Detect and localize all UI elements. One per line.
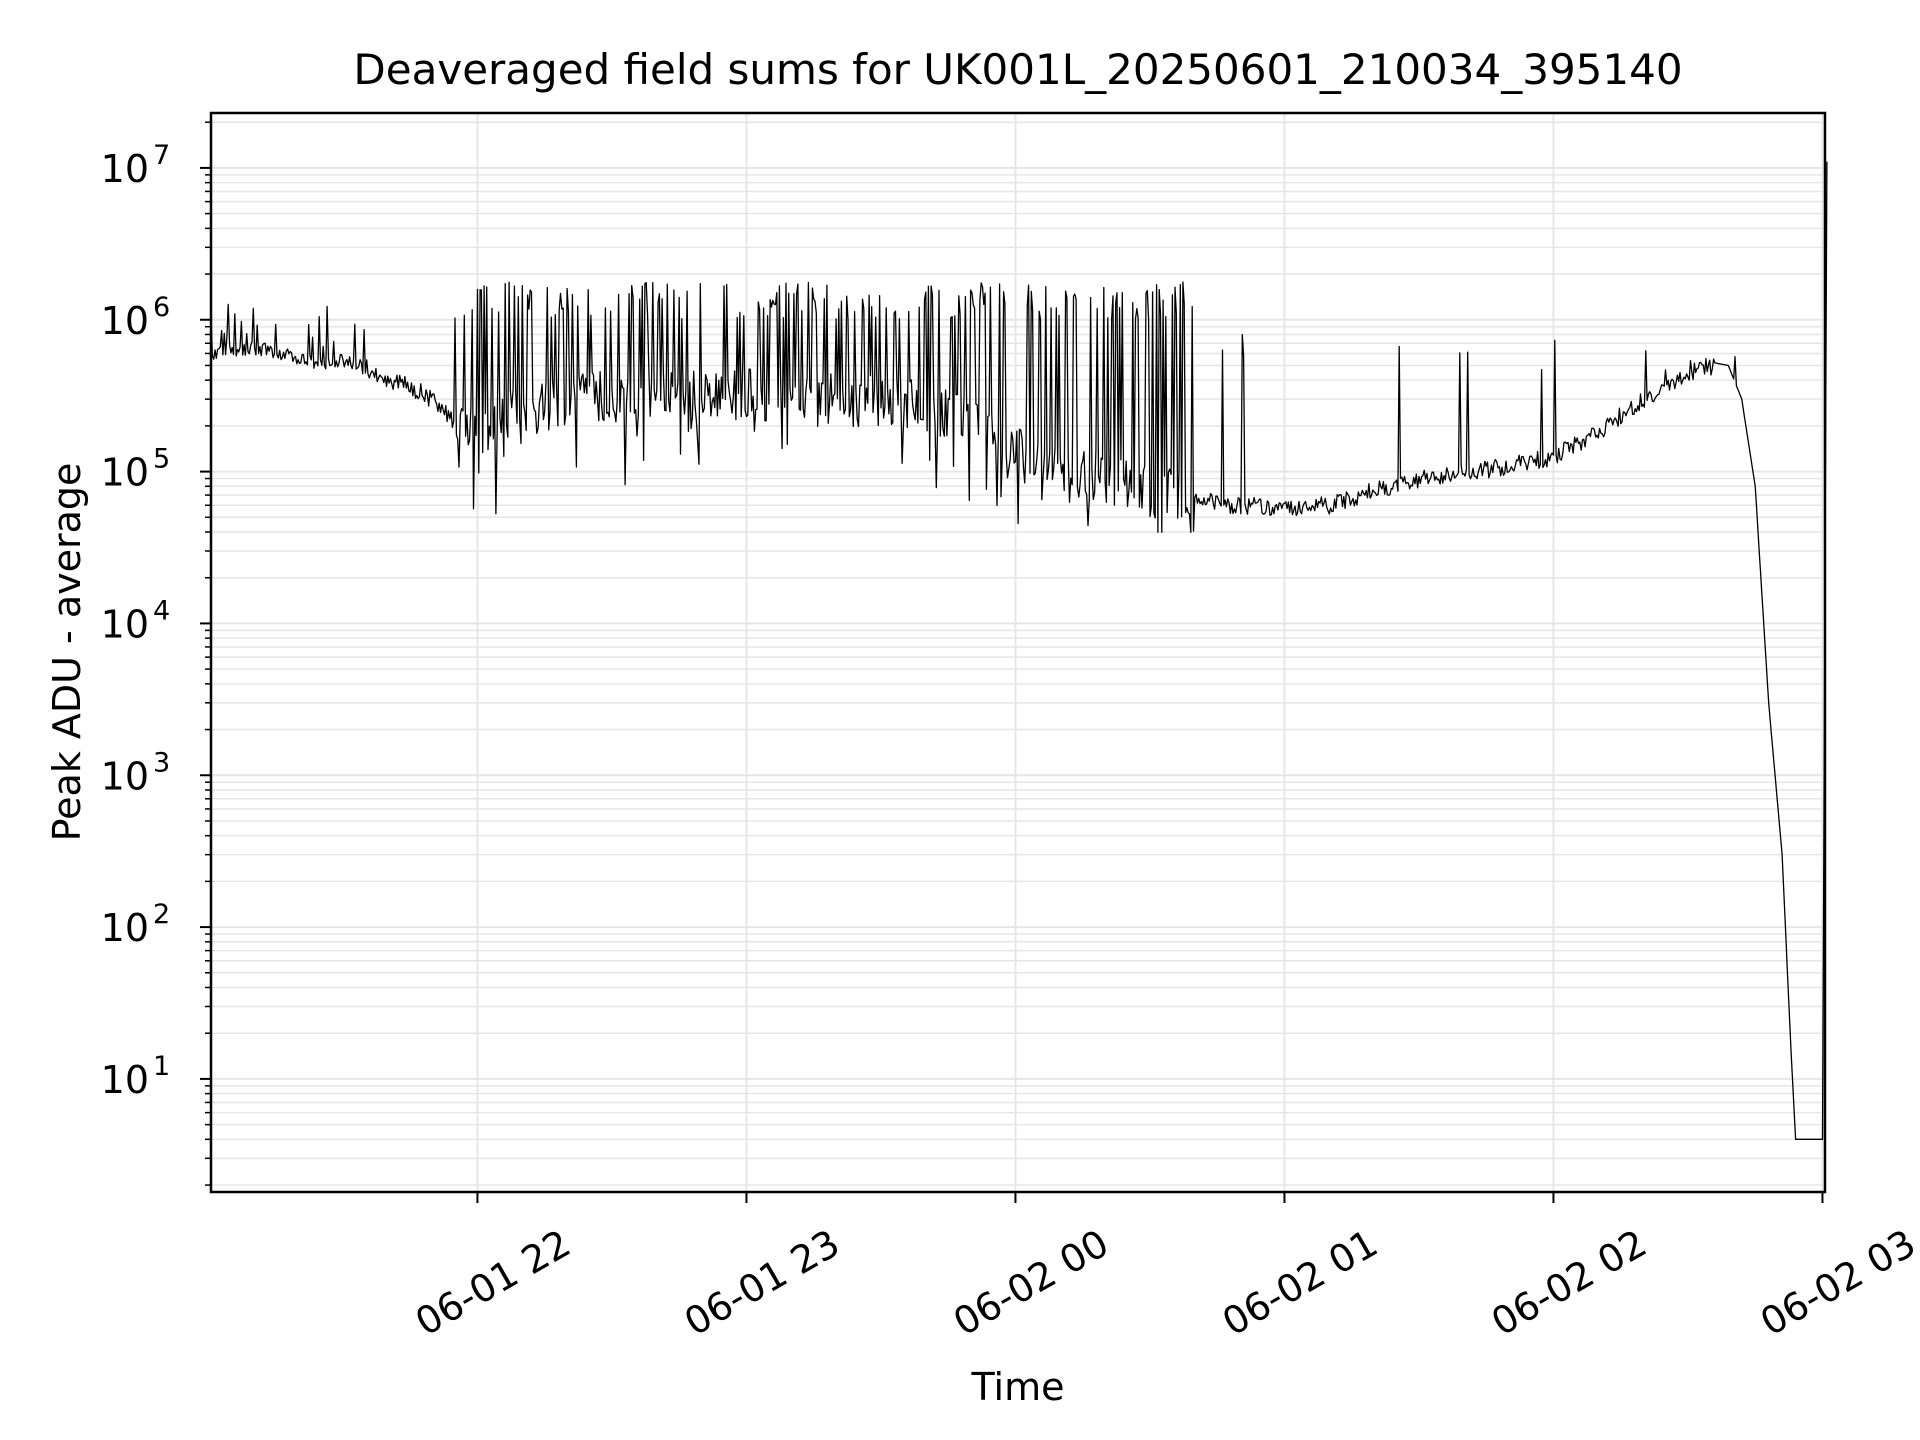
y-tick-label: 10 bbox=[101, 147, 149, 191]
series-line-0 bbox=[210, 161, 1828, 1140]
y-tick-label: 10 bbox=[101, 1058, 149, 1102]
y-tick-label: 10 bbox=[101, 299, 149, 343]
y-tick-exponent: 1 bbox=[153, 1051, 170, 1082]
x-axis-label: Time bbox=[971, 1365, 1065, 1409]
y-tick-exponent: 7 bbox=[153, 140, 170, 171]
grid bbox=[211, 113, 1825, 1192]
y-tick-label: 10 bbox=[101, 906, 149, 950]
data-series bbox=[210, 161, 1828, 1140]
y-tick-exponent: 6 bbox=[153, 292, 170, 323]
y-tick-label: 10 bbox=[101, 451, 149, 495]
y-axis-label: Peak ADU - average bbox=[45, 463, 89, 842]
y-tick-label: 10 bbox=[101, 754, 149, 798]
y-tick-exponent: 3 bbox=[153, 747, 170, 778]
y-tick-exponent: 4 bbox=[153, 595, 170, 626]
y-tick-label: 10 bbox=[101, 602, 149, 646]
y-tick-exponent: 5 bbox=[153, 444, 170, 475]
plot-frame bbox=[209, 111, 1827, 1194]
y-tick-exponent: 2 bbox=[153, 899, 170, 930]
chart-title: Deaveraged field sums for UK001L_2025060… bbox=[353, 45, 1682, 94]
